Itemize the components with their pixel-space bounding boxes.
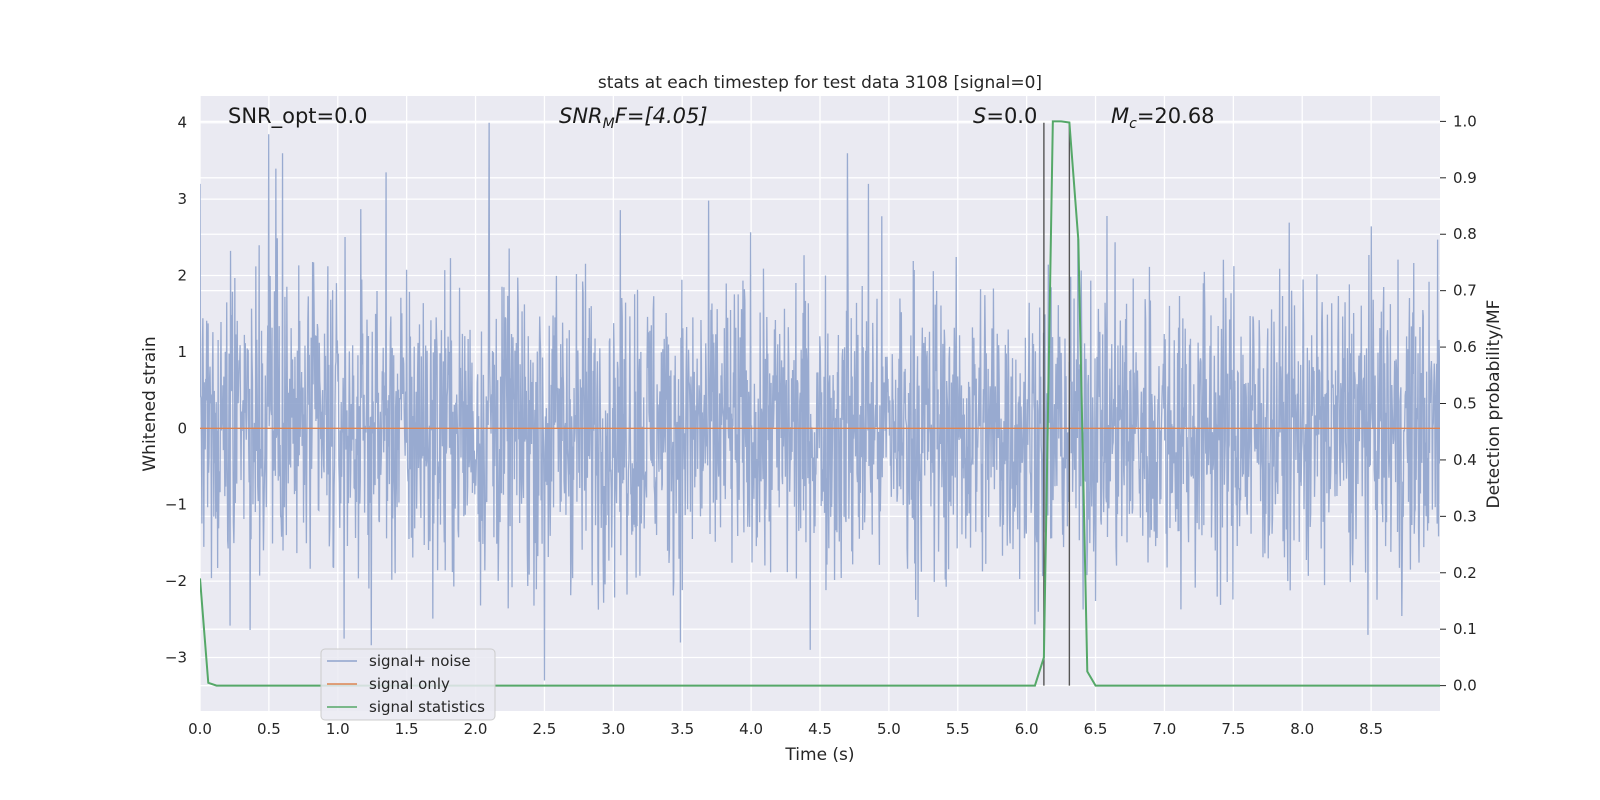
x-tick-label: 5.0 [877, 720, 901, 738]
x-tick-label: 1.5 [395, 720, 419, 738]
legend-label-stat: signal statistics [369, 698, 485, 716]
y-right-tick-label: 0.7 [1453, 282, 1477, 300]
x-tick-label: 6.0 [1015, 720, 1039, 738]
chart-title: stats at each timestep for test data 310… [598, 73, 1042, 93]
x-tick-label: 7.5 [1221, 720, 1245, 738]
y-right-tick-label: 0.6 [1453, 338, 1477, 356]
y-right-tick-label: 0.3 [1453, 507, 1477, 525]
annotation-mc: Mc=20.68 [1111, 104, 1215, 132]
y-right-tick-label: 1.0 [1453, 112, 1477, 130]
annotation-snr-mf-sub: M [603, 116, 615, 132]
x-tick-label: 5.5 [946, 720, 970, 738]
y-right-tick-label: 0.9 [1453, 169, 1477, 187]
x-tick-label: 7.0 [1153, 720, 1177, 738]
y-right-tick-label: 0.4 [1453, 451, 1477, 469]
annotation-s-rest: =0.0 [986, 104, 1037, 128]
annotation-snr-opt: SNR_opt=0.0 [228, 104, 368, 129]
y-left-tick-label: 3 [177, 190, 187, 208]
legend: signal+ noise signal only signal statist… [320, 648, 496, 721]
legend-label-signal: signal only [369, 675, 450, 693]
y-left-tick-label: −2 [165, 572, 187, 590]
x-tick-label: 6.5 [1084, 720, 1108, 738]
y-left-tick-label: −3 [165, 649, 187, 667]
x-tick-label: 0.5 [257, 720, 281, 738]
x-tick-label: 4.0 [739, 720, 763, 738]
x-tick-label: 3.5 [670, 720, 694, 738]
annotation-snr-mf-base: SNR [559, 104, 603, 128]
y-left-tick-label: 2 [177, 267, 187, 285]
annotation-snr-mf-rest-i: F=[4.05] [615, 104, 708, 128]
x-axis-ticks: 0.0 0.5 1.0 1.5 2.0 2.5 3.0 3.5 4.0 4.5 5.0 5.5 6.0 6… [188, 720, 1383, 738]
annotation-mc-rest: =20.68 [1137, 104, 1215, 128]
y-right-axis-ticks: 0.0 0.1 0.2 0.3 0.4 0.5 0.6 0.7 0.8 0.9 1.0 [1440, 112, 1477, 695]
y-left-tick-label: −1 [165, 496, 187, 514]
series-signal-noise-line [200, 122, 1440, 681]
x-tick-label: 8.5 [1359, 720, 1383, 738]
x-tick-label: 2.0 [464, 720, 488, 738]
y-right-tick-label: 0.1 [1453, 620, 1477, 638]
y-left-axis-ticks: −3 −2 −1 0 1 2 3 4 [165, 114, 187, 667]
legend-box [320, 648, 496, 721]
x-tick-label: 2.5 [533, 720, 557, 738]
x-axis-label: Time (s) [784, 745, 854, 765]
annotation-mc-sub: c [1129, 116, 1137, 132]
legend-label-noise: signal+ noise [369, 652, 471, 670]
series-signal-statistics [200, 120, 1440, 687]
vertical-markers [1043, 122, 1071, 686]
series-signal-statistics-line [200, 120, 1440, 687]
series-signal-noise [200, 122, 1440, 681]
x-tick-label: 3.0 [601, 720, 625, 738]
annotation-s-italic: S [973, 104, 986, 128]
y-left-tick-label: 4 [177, 114, 187, 132]
x-tick-label: 8.0 [1290, 720, 1314, 738]
annotation-snr-mf: SNRMF=[4.05] [559, 104, 708, 132]
y-right-axis-label: Detection probability/MF [1484, 300, 1504, 509]
y-right-tick-label: 0.5 [1453, 395, 1477, 413]
annotation-s: S=0.0 [973, 104, 1037, 128]
x-tick-label: 4.5 [808, 720, 832, 738]
y-left-tick-label: 0 [177, 419, 187, 437]
y-right-tick-label: 0.2 [1453, 564, 1477, 582]
y-left-axis-label: Whitened strain [140, 336, 160, 471]
y-left-tick-label: 1 [177, 343, 187, 361]
x-tick-label: 1.0 [326, 720, 350, 738]
y-right-tick-label: 0.0 [1453, 677, 1477, 695]
annotation-mc-base: M [1111, 104, 1129, 128]
y-right-tick-label: 0.8 [1453, 225, 1477, 243]
x-tick-label: 0.0 [188, 720, 212, 738]
